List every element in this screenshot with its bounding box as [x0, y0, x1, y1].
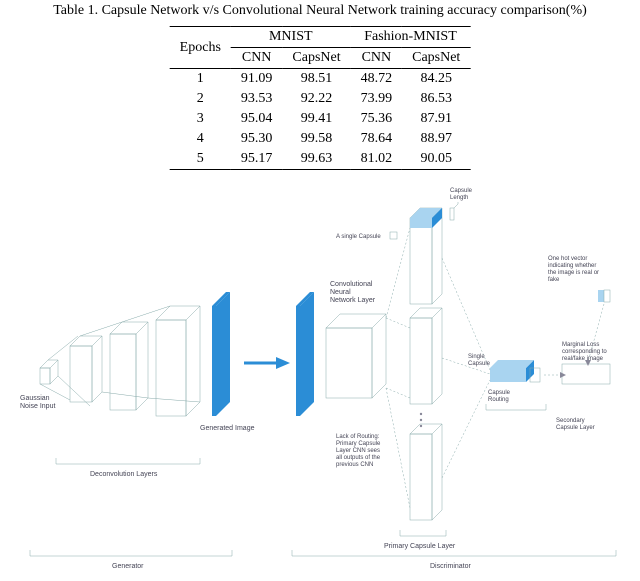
label-caplen: CapsuleLength	[450, 188, 473, 201]
accuracy-table: Epochs MNIST Fashion-MNIST CNN CapsNet C…	[170, 26, 471, 170]
capsule-length-indicator	[450, 202, 458, 220]
primary-capsule-2	[410, 308, 442, 404]
label-primary: Primary Capsule Layer	[384, 543, 456, 550]
col-caps-2: CapsNet	[402, 48, 470, 69]
deconv-block-2	[110, 322, 148, 410]
label-routing: CapsuleRouting	[488, 390, 511, 403]
single-capsule-icon	[390, 232, 397, 239]
table-row: 495.3099.5878.6488.97	[170, 129, 471, 149]
col-cnn-2: CNN	[351, 48, 403, 69]
deconv-block-3	[156, 306, 200, 416]
marginal-loss-box	[562, 364, 610, 384]
label-margin: Marginal Losscorresponding toreal/fake i…	[562, 342, 607, 362]
label-generator: Generator	[112, 563, 144, 570]
col-epochs: Epochs	[170, 27, 231, 69]
conv-block	[326, 314, 386, 398]
label-conv: ConvolutionalNeuralNetwork Layer	[330, 281, 376, 304]
table-caption: Table 1. Capsule Network v/s Convolution…	[0, 3, 640, 19]
label-genimg: Generated Image	[200, 425, 255, 432]
label-singlecaptop: A single Capsule	[336, 234, 381, 240]
label-gaussian: GaussianNoise Input	[20, 395, 55, 410]
table-row: 293.5392.2273.9986.53	[170, 89, 471, 109]
label-deconv: Deconvolution Layers	[90, 471, 158, 478]
disc-input-plane	[296, 292, 314, 416]
secondary-capsule	[490, 360, 540, 382]
col-group-mnist: MNIST	[231, 27, 351, 48]
architecture-figure: GaussianNoise Input Deconvolution Layers…	[0, 178, 640, 578]
label-onehot: One hot vectorindicating whetherthe imag…	[548, 256, 599, 283]
col-cnn-1: CNN	[231, 48, 283, 69]
label-discriminator: Discriminator	[430, 563, 472, 570]
table-row: 191.0998.5148.7284.25	[170, 69, 471, 90]
table-row: 395.0499.4175.3687.91	[170, 109, 471, 129]
arrow-icon	[244, 357, 290, 369]
gaussian-input-block	[40, 360, 58, 384]
onehot-box	[598, 290, 610, 302]
table-row: 595.1799.6381.0290.05	[170, 149, 471, 170]
generated-image-plane	[212, 292, 230, 416]
col-group-fmnist: Fashion-MNIST	[351, 27, 471, 48]
primary-capsule-1	[410, 208, 442, 304]
primary-capsule-3	[410, 424, 442, 520]
col-caps-1: CapsNet	[282, 48, 350, 69]
label-singlecap: SingleCapsule	[468, 354, 491, 367]
label-norouting: Lack of Routing:Primary CapsuleLayer CNN…	[336, 434, 381, 468]
deconv-block-1	[70, 336, 102, 402]
label-seclayer: SecondaryCapsule Layer	[556, 418, 595, 431]
